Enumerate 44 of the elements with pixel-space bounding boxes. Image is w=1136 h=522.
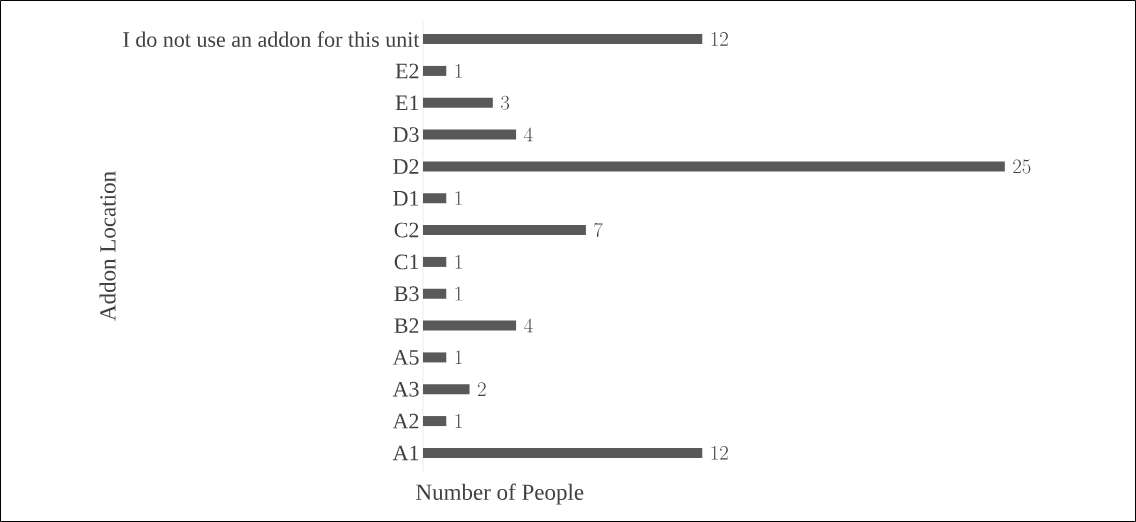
data-label: 4	[524, 318, 533, 333]
data-label: 1	[455, 286, 462, 301]
bar	[423, 384, 470, 395]
y-tick-label: I do not use an addon for this unit	[123, 31, 420, 47]
y-tick-label: A2	[392, 413, 419, 429]
bar	[423, 65, 447, 76]
bar	[423, 288, 447, 299]
y-tick-label: A5	[392, 350, 419, 365]
y-tick-label: B2	[394, 318, 419, 333]
bar	[423, 416, 447, 427]
bar	[423, 352, 447, 363]
y-tick-label: D1	[393, 190, 419, 206]
data-label: 12	[711, 32, 728, 46]
bar	[423, 256, 447, 267]
data-label: 1	[455, 63, 462, 78]
bar	[423, 193, 447, 204]
data-label: 2	[477, 382, 486, 396]
data-label: 4	[524, 127, 533, 142]
data-label: 1	[455, 191, 462, 205]
y-tick-label: E2	[395, 63, 419, 79]
bar	[423, 34, 703, 45]
y-tick-label: D3	[393, 127, 419, 142]
bar	[423, 97, 493, 108]
data-label: 1	[455, 254, 462, 269]
y-tick-label: E1	[395, 95, 419, 111]
y-tick-label: D2	[393, 159, 419, 174]
y-tick-label: A3	[392, 381, 419, 397]
data-label: 25	[1013, 159, 1031, 174]
y-tick-label: C2	[394, 222, 419, 238]
bar	[423, 320, 517, 331]
y-tick-label: A1	[392, 445, 419, 461]
bar	[423, 161, 1005, 172]
data-label: 12	[711, 445, 728, 460]
data-label: 1	[455, 350, 462, 365]
x-axis-title: Number of People	[416, 483, 584, 505]
y-tick-label: C1	[394, 254, 419, 270]
data-label: 3	[501, 95, 510, 110]
bar	[423, 225, 586, 236]
data-label: 1	[455, 414, 462, 428]
bar	[423, 447, 703, 458]
y-tick-label: B3	[394, 286, 419, 302]
bar	[423, 129, 517, 140]
y-axis-title: Addon Location	[99, 171, 116, 321]
data-label: 7	[594, 222, 603, 238]
